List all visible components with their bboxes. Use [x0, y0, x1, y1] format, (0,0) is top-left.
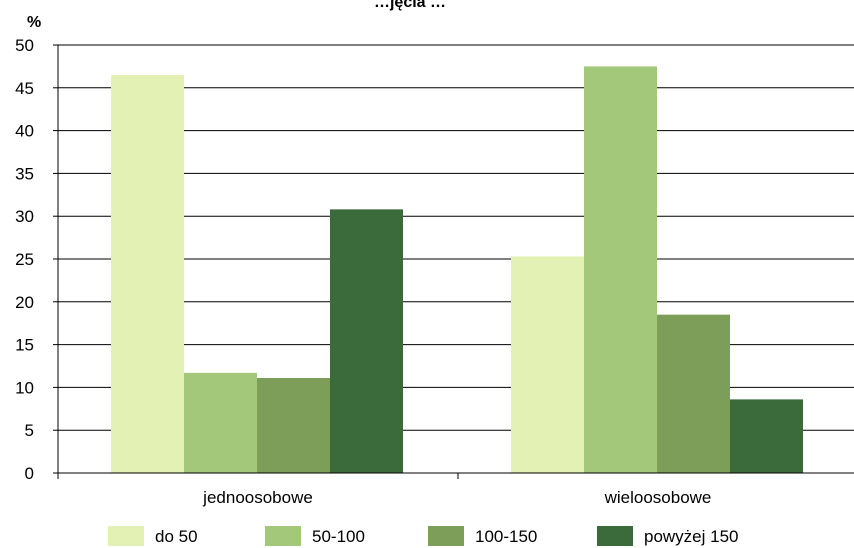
bar-powyżej-150-jednoosobowe [330, 209, 403, 474]
x-category-label: wieloosobowe [604, 488, 712, 507]
y-tick-label: 25 [15, 250, 34, 269]
category-labels: jednoosobowe wieloosobowe [202, 488, 711, 507]
y-tick-label: 10 [15, 378, 34, 397]
bar-50-100-jednoosobowe [184, 372, 257, 473]
y-tick-label: 30 [15, 207, 34, 226]
y-tick-label: 35 [15, 164, 34, 183]
bar-do-50-wieloosobowe [511, 256, 584, 473]
bar-powyżej-150-wieloosobowe [730, 399, 803, 473]
legend: do 50 50-100 100-150 powyżej 150 [108, 526, 739, 546]
legend-label: do 50 [155, 527, 198, 546]
y-tick-label: 20 [15, 293, 34, 312]
y-tick-label: 5 [25, 421, 34, 440]
legend-swatch [428, 526, 464, 546]
y-tick-label: 45 [15, 79, 34, 98]
y-tick-label: 0 [25, 464, 34, 483]
bar-do-50-jednoosobowe [111, 74, 184, 474]
y-axis-unit-label: % [27, 14, 41, 31]
bars [111, 66, 803, 474]
bar-100-150-wieloosobowe [657, 314, 730, 473]
legend-label: powyżej 150 [644, 527, 739, 546]
y-axis-ticks: 0 5 10 15 20 25 30 35 40 45 50 [15, 36, 58, 483]
x-category-label: jednoosobowe [202, 488, 313, 507]
legend-label: 50-100 [312, 527, 365, 546]
legend-swatch [265, 526, 301, 546]
axes [57, 45, 854, 479]
y-tick-label: 40 [15, 122, 34, 141]
bar-100-150-jednoosobowe [257, 377, 330, 473]
legend-swatch [597, 526, 633, 546]
legend-label: 100-150 [475, 527, 537, 546]
y-tick-label: 15 [15, 336, 34, 355]
y-tick-label: 50 [15, 36, 34, 55]
bar-50-100-wieloosobowe [584, 66, 657, 474]
chart-title-fragment: …jęcia … [374, 0, 446, 11]
legend-swatch [108, 526, 144, 546]
